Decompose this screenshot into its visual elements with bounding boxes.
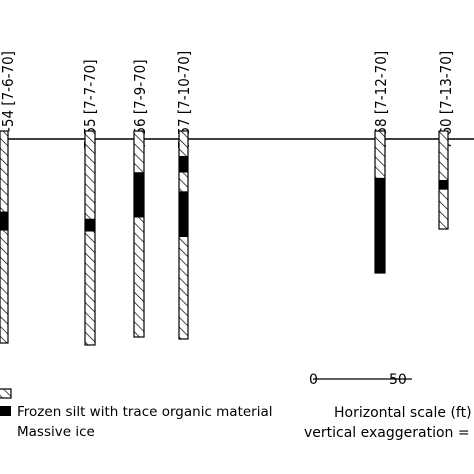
boring-label-7-56: 7-56 [7-9-70] xyxy=(131,59,149,149)
boring-label-7-55: 7-55 [7-7-70] xyxy=(81,59,99,149)
boring-1-segment-silt xyxy=(0,230,8,343)
boring-label-7-54: -54 [7-6-70] xyxy=(0,51,17,132)
scale-tick-0: 0 xyxy=(309,372,318,388)
boring-4-segment-ice xyxy=(179,155,188,173)
boring-5-segment-silt xyxy=(375,131,385,178)
vertical-exaggeration-note: vertical exaggeration = 2 xyxy=(304,425,474,441)
boring-4-segment-ice xyxy=(179,191,188,238)
legend-swatch-silt xyxy=(0,388,12,399)
boring-3-segment-silt xyxy=(134,131,144,173)
boring-1-column-outline xyxy=(0,130,9,344)
boring-1-segment-silt xyxy=(0,131,8,212)
boring-2-segment-ice xyxy=(85,218,95,232)
boring-6-column-outline xyxy=(438,130,449,230)
boring-1-segment-ice xyxy=(0,211,8,231)
boring-3-column-outline xyxy=(133,130,145,338)
boring-5-column-outline xyxy=(374,130,386,274)
boring-4-segment-silt xyxy=(179,172,188,192)
legend-swatch-ice xyxy=(0,406,11,416)
boring-3-segment-silt xyxy=(134,217,144,337)
boring-label-7-60: 7-60 [7-13-70] xyxy=(437,51,455,149)
legend-label-silt: Frozen silt with trace organic material xyxy=(17,404,273,420)
boring-label-7-58: 7-58 [7-12-70] xyxy=(372,51,390,149)
boring-3-segment-ice xyxy=(134,172,144,218)
boring-label-7-57: 7-57 [7-10-70] xyxy=(175,51,193,149)
boring-6-segment-ice xyxy=(439,180,448,190)
boring-4-segment-silt xyxy=(179,237,188,339)
boring-5-segment-ice xyxy=(375,177,385,273)
boring-2-column-outline xyxy=(84,130,96,346)
boring-4-segment-silt xyxy=(179,131,188,156)
boring-4-column-outline xyxy=(178,130,189,340)
scale-title: Horizontal scale (ft) xyxy=(334,405,472,421)
boring-6-segment-silt xyxy=(439,189,448,229)
boring-2-segment-silt xyxy=(85,231,95,345)
legend-label-ice: Massive ice xyxy=(17,424,95,440)
boring-6-segment-silt xyxy=(439,131,448,180)
boring-2-segment-silt xyxy=(85,131,95,219)
scale-tick-50: 50 xyxy=(389,372,407,388)
